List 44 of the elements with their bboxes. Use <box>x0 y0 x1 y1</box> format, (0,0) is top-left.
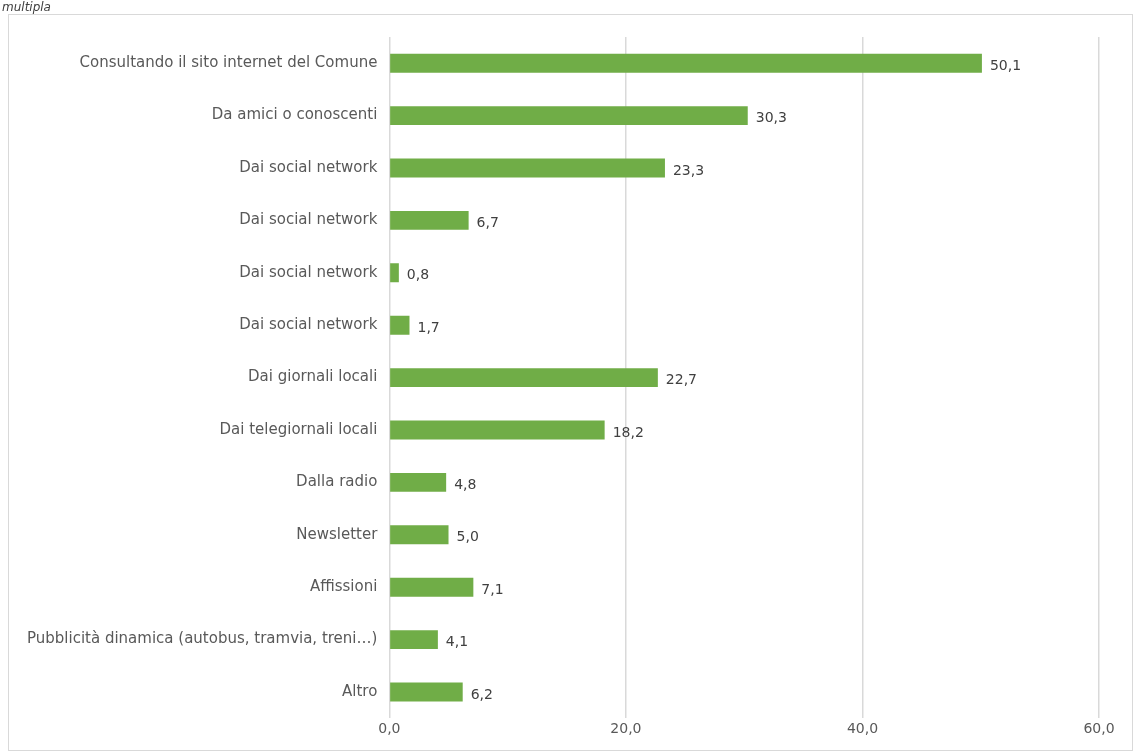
data-label: 5,0 <box>456 528 479 545</box>
data-label: 4,8 <box>454 476 477 493</box>
y-tick-label: Dai social network <box>239 262 378 281</box>
x-tick-label: 40,0 <box>846 720 879 737</box>
bar <box>390 472 447 492</box>
y-tick-label: Newsletter <box>296 524 379 543</box>
bar <box>390 263 399 283</box>
bar <box>390 577 474 597</box>
data-label: 30,3 <box>755 109 787 126</box>
data-label: 50,1 <box>989 56 1022 73</box>
x-tick-label: 0,0 <box>378 720 401 737</box>
data-label: 4,1 <box>445 633 469 650</box>
data-label: 18,2 <box>612 423 644 440</box>
data-label: 22,7 <box>665 371 698 388</box>
data-label: 1,7 <box>417 318 440 335</box>
y-tick-label: Dai social network <box>239 210 378 229</box>
text: multipla <box>2 0 51 14</box>
y-tick-label: Da amici o conoscenti <box>211 105 378 124</box>
x-tick-label: 60,0 <box>1083 720 1115 737</box>
y-tick-label: Affissioni <box>309 577 378 596</box>
bar <box>390 368 658 388</box>
bar <box>390 315 410 335</box>
bar <box>390 682 463 702</box>
y-tick-label: Dai social network <box>239 157 378 176</box>
y-tick-label: Consultando il sito internet del Comune <box>79 53 378 72</box>
data-label: 23,3 <box>672 161 705 178</box>
y-tick-label: Dai social network <box>239 315 378 334</box>
bar <box>390 525 449 545</box>
data-label: 0,8 <box>406 266 430 283</box>
data-label: 6,2 <box>470 685 493 702</box>
bar <box>390 630 438 650</box>
bar <box>390 210 469 230</box>
bar <box>390 53 982 73</box>
y-tick-label: Dai giornali locali <box>248 367 378 386</box>
bar <box>390 420 605 440</box>
x-tick-label: 20,0 <box>610 720 642 737</box>
y-tick-label: Dalla radio <box>296 472 378 491</box>
bar <box>390 158 665 178</box>
y-tick-label: Pubblicità dinamica (autobus, tramvia, treni…) <box>26 629 378 648</box>
y-tick-label: Altro <box>342 681 378 700</box>
data-label: 7,1 <box>481 580 504 597</box>
data-label: 6,7 <box>476 214 499 231</box>
bar <box>390 106 748 126</box>
y-tick-label: Dai telegiornali locali <box>219 419 378 438</box>
